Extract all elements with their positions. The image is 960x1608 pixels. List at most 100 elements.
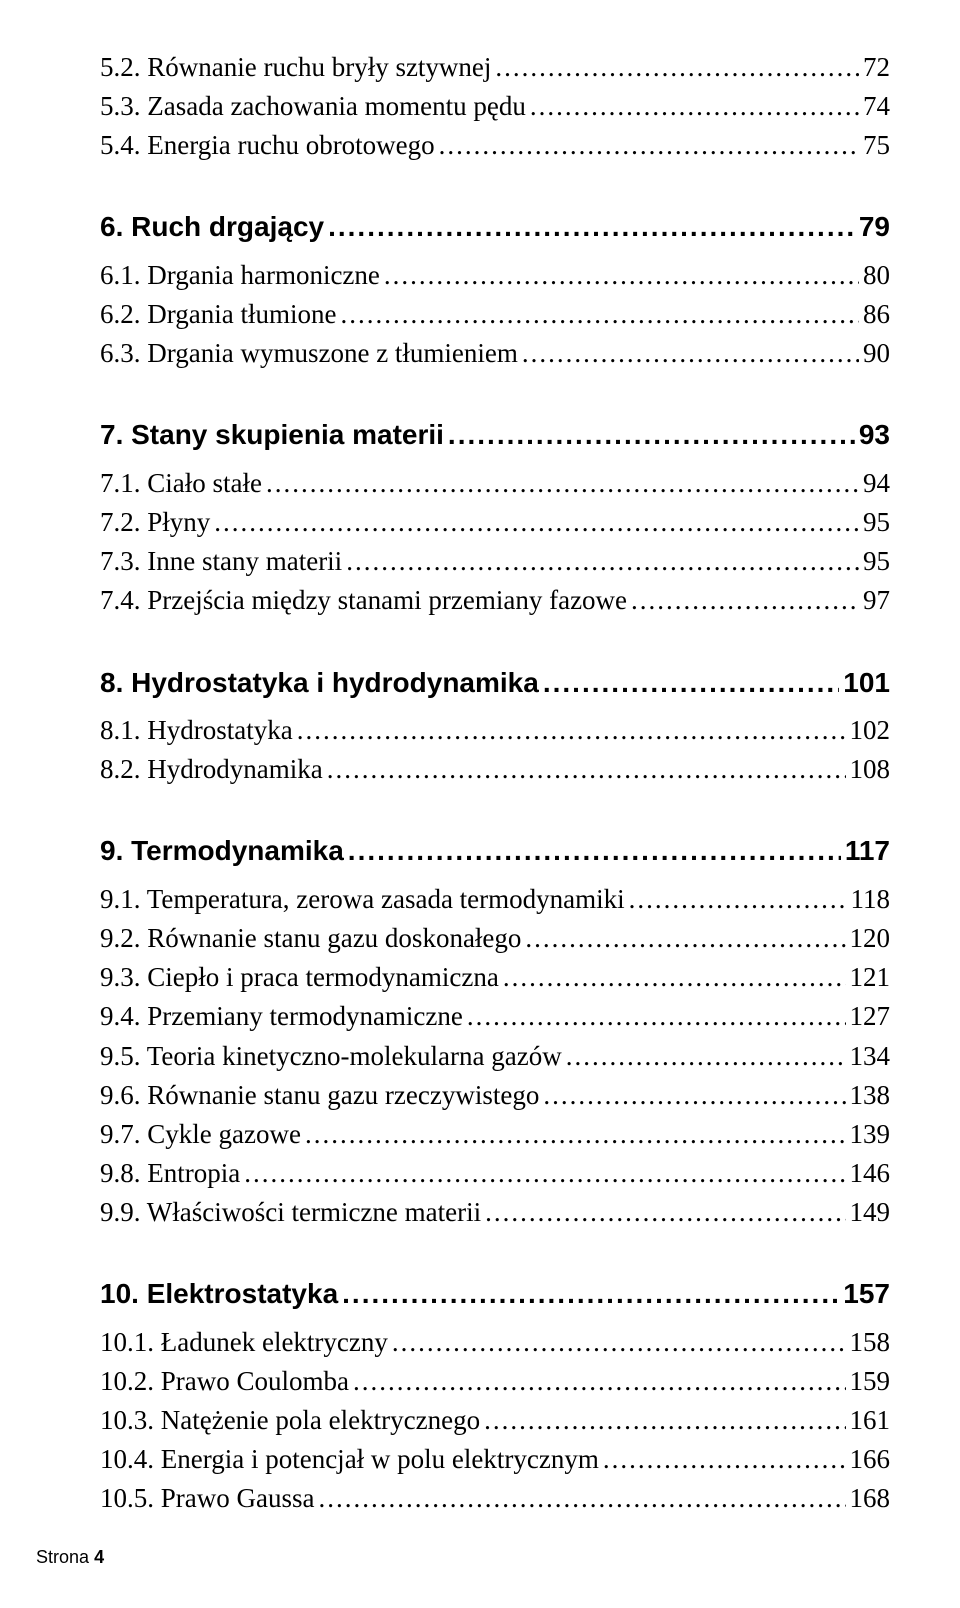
toc-dots (384, 256, 859, 295)
footer-label: Strona (36, 1547, 89, 1567)
toc-label: 5.4. Energia ruchu obrotowego (100, 126, 435, 165)
toc-dots (328, 207, 855, 248)
toc-sub-entry: 8.1. Hydrostatyka 102 (100, 711, 890, 750)
toc-label: 5.3. Zasada zachowania momentu pędu (100, 87, 526, 126)
toc-pageno: 97 (863, 581, 890, 620)
toc-sub-entry: 5.2. Równanie ruchu bryły sztywnej 72 (100, 48, 890, 87)
toc-label: 10.2. Prawo Coulomba (100, 1362, 349, 1401)
toc-chapter-entry: 9. Termodynamika 117 (100, 831, 890, 872)
toc-sub-entry: 6.1. Drgania harmoniczne 80 (100, 256, 890, 295)
toc-label: 10.3. Natężenie pola elektrycznego (100, 1401, 480, 1440)
toc-chapter-entry: 10. Elektrostatyka 157 (100, 1274, 890, 1315)
toc-page: 5.2. Równanie ruchu bryły sztywnej 72 5.… (0, 0, 960, 1608)
toc-dots (353, 1362, 846, 1401)
toc-sub-entry: 10.1. Ładunek elektryczny 158 (100, 1323, 890, 1362)
toc-sub-entry: 7.2. Płyny 95 (100, 503, 890, 542)
toc-label: 9.3. Ciepło i praca termodynamiczna (100, 958, 499, 997)
toc-label: 7.3. Inne stany materii (100, 542, 342, 581)
page-footer: Strona 4 (36, 1547, 890, 1568)
toc-pageno: 72 (863, 48, 890, 87)
toc-dots (244, 1154, 845, 1193)
toc-sub-entry: 6.3. Drgania wymuszone z tłumieniem 90 (100, 334, 890, 373)
toc-label: 5.2. Równanie ruchu bryły sztywnej (100, 48, 491, 87)
toc-pageno: 146 (850, 1154, 891, 1193)
toc-pageno: 79 (859, 207, 890, 248)
toc-pageno: 120 (850, 919, 891, 958)
toc-chapter-title: 10. Elektrostatyka (100, 1274, 338, 1315)
toc-pageno: 80 (863, 256, 890, 295)
toc-pageno: 74 (863, 87, 890, 126)
toc-dots (340, 295, 859, 334)
toc-chapter-title: 9. Termodynamika (100, 831, 344, 872)
toc-dots (327, 750, 846, 789)
toc-sub-entry: 5.3. Zasada zachowania momentu pędu 74 (100, 87, 890, 126)
toc-dots (342, 1274, 839, 1315)
toc-pageno: 121 (850, 958, 891, 997)
footer-page-number: 4 (94, 1547, 104, 1567)
toc-pageno: 93 (859, 415, 890, 456)
toc-sub-entry: 9.8. Entropia 146 (100, 1154, 890, 1193)
toc-pageno: 118 (851, 880, 891, 919)
toc-label: 9.9. Właściwości termiczne materii (100, 1193, 481, 1232)
toc-pageno: 139 (850, 1115, 891, 1154)
toc-pageno: 149 (850, 1193, 891, 1232)
toc-dots (318, 1479, 845, 1518)
toc-label: 7.2. Płyny (100, 503, 210, 542)
toc-sub-entry: 9.9. Właściwości termiczne materii 149 (100, 1193, 890, 1232)
toc-label: 9.4. Przemiany termodynamiczne (100, 997, 463, 1036)
toc-label: 9.1. Temperatura, zerowa zasada termodyn… (100, 880, 625, 919)
toc-sub-entry: 5.4. Energia ruchu obrotowego 75 (100, 126, 890, 165)
toc-pageno: 95 (863, 542, 890, 581)
toc-pageno: 166 (850, 1440, 891, 1479)
toc-dots (346, 542, 859, 581)
toc-sub-entry: 10.2. Prawo Coulomba 159 (100, 1362, 890, 1401)
toc-label: 10.4. Energia i potencjał w polu elektry… (100, 1440, 599, 1479)
toc-dots (485, 1193, 845, 1232)
toc-dots (522, 334, 859, 373)
toc-pageno: 134 (850, 1037, 891, 1076)
toc-dots (543, 1076, 845, 1115)
toc-dots (603, 1440, 846, 1479)
toc-sub-entry: 10.3. Natężenie pola elektrycznego 161 (100, 1401, 890, 1440)
toc-sub-entry: 10.5. Prawo Gaussa 168 (100, 1479, 890, 1518)
toc-label: 10.1. Ładunek elektryczny (100, 1323, 388, 1362)
toc-dots (484, 1401, 845, 1440)
toc-dots (530, 87, 859, 126)
toc-sub-entry: 9.5. Teoria kinetyczno-molekularna gazów… (100, 1037, 890, 1076)
toc-dots (392, 1323, 846, 1362)
toc-pageno: 86 (863, 295, 890, 334)
toc-pageno: 90 (863, 334, 890, 373)
toc-pageno: 168 (850, 1479, 891, 1518)
toc-label: 6.1. Drgania harmoniczne (100, 256, 380, 295)
toc-dots (266, 464, 859, 503)
toc-label: 9.6. Równanie stanu gazu rzeczywistego (100, 1076, 539, 1115)
toc-chapter-title: 8. Hydrostatyka i hydrodynamika (100, 663, 539, 704)
toc-chapter-entry: 8. Hydrostatyka i hydrodynamika 101 (100, 663, 890, 704)
toc-label: 9.5. Teoria kinetyczno-molekularna gazów (100, 1037, 562, 1076)
toc-label: 8.1. Hydrostatyka (100, 711, 293, 750)
toc-sub-entry: 9.2. Równanie stanu gazu doskonałego 120 (100, 919, 890, 958)
toc-pageno: 158 (850, 1323, 891, 1362)
toc-sub-entry: 7.1. Ciało stałe 94 (100, 464, 890, 503)
toc-chapter-title: 6. Ruch drgający (100, 207, 324, 248)
toc-sub-entry: 7.4. Przejścia między stanami przemiany … (100, 581, 890, 620)
toc-label: 9.8. Entropia (100, 1154, 240, 1193)
toc-dots (439, 126, 859, 165)
toc-dots (448, 415, 855, 456)
toc-dots (467, 997, 846, 1036)
toc-pageno: 159 (850, 1362, 891, 1401)
toc-label: 6.3. Drgania wymuszone z tłumieniem (100, 334, 518, 373)
toc-dots (543, 663, 839, 704)
toc-pageno: 108 (850, 750, 891, 789)
toc-label: 7.1. Ciało stałe (100, 464, 262, 503)
toc-sub-entry: 10.4. Energia i potencjał w polu elektry… (100, 1440, 890, 1479)
toc-dots (495, 48, 859, 87)
toc-sub-entry: 9.6. Równanie stanu gazu rzeczywistego 1… (100, 1076, 890, 1115)
toc-dots (503, 958, 846, 997)
toc-label: 10.5. Prawo Gaussa (100, 1479, 314, 1518)
toc-pageno: 127 (850, 997, 891, 1036)
toc-chapter-entry: 7. Stany skupienia materii 93 (100, 415, 890, 456)
toc-dots (525, 919, 845, 958)
toc-pageno: 117 (845, 831, 890, 872)
toc-label: 9.2. Równanie stanu gazu doskonałego (100, 919, 521, 958)
